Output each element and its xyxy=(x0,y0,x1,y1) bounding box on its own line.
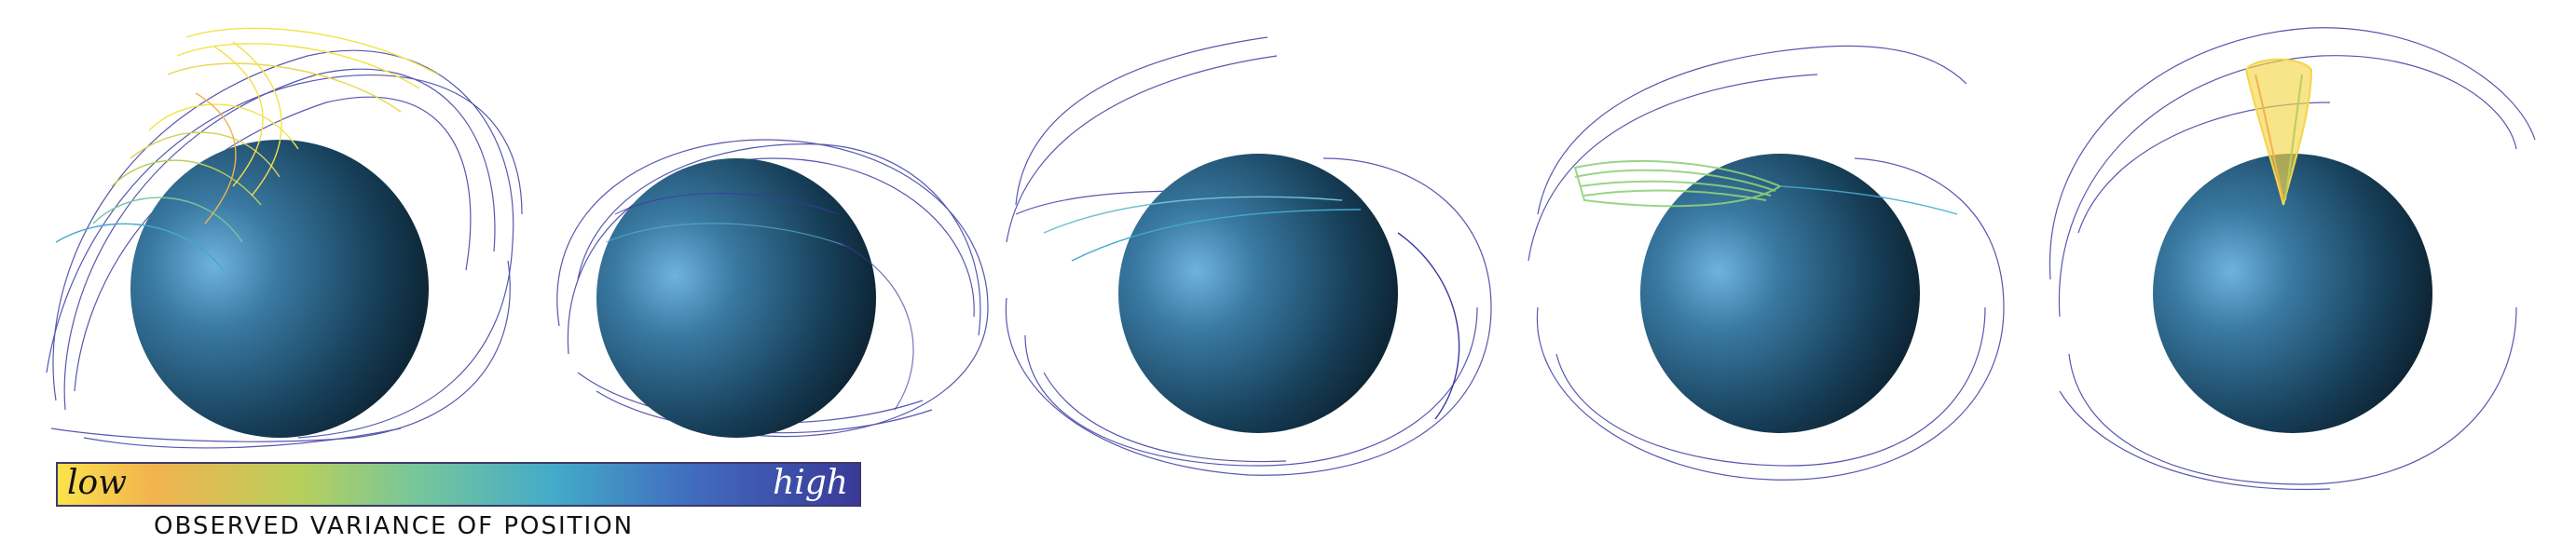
legend-color-bar xyxy=(56,462,861,507)
legend-caption: OBSERVED VARIANCE OF POSITION xyxy=(154,512,635,540)
panel-2-globe xyxy=(596,158,876,438)
panel-4-highlight xyxy=(1573,159,1958,215)
panel-1-streamlines-front xyxy=(55,27,439,271)
panel-1 xyxy=(46,27,523,449)
legend-high-label: high xyxy=(773,464,848,502)
panel-5-highlight xyxy=(2244,58,2313,206)
panel-1-streamlines-back xyxy=(46,49,523,449)
panel-4-streamlines-back xyxy=(1528,45,2005,481)
panel-3-streamlines-front xyxy=(1043,196,1460,420)
color-legend: low high xyxy=(56,462,861,507)
panel-2-streamlines-front xyxy=(605,192,914,411)
legend-low-label: low xyxy=(67,464,128,502)
panel-3-globe xyxy=(1118,154,1398,433)
panel-5 xyxy=(2048,27,2536,491)
panel-4-globe xyxy=(1640,154,1920,433)
panel-5-globe xyxy=(2153,154,2432,433)
panel-3 xyxy=(1005,36,1492,476)
panel-2 xyxy=(556,139,989,438)
panel-1-globe xyxy=(130,140,429,438)
panel-4 xyxy=(1528,45,2005,481)
